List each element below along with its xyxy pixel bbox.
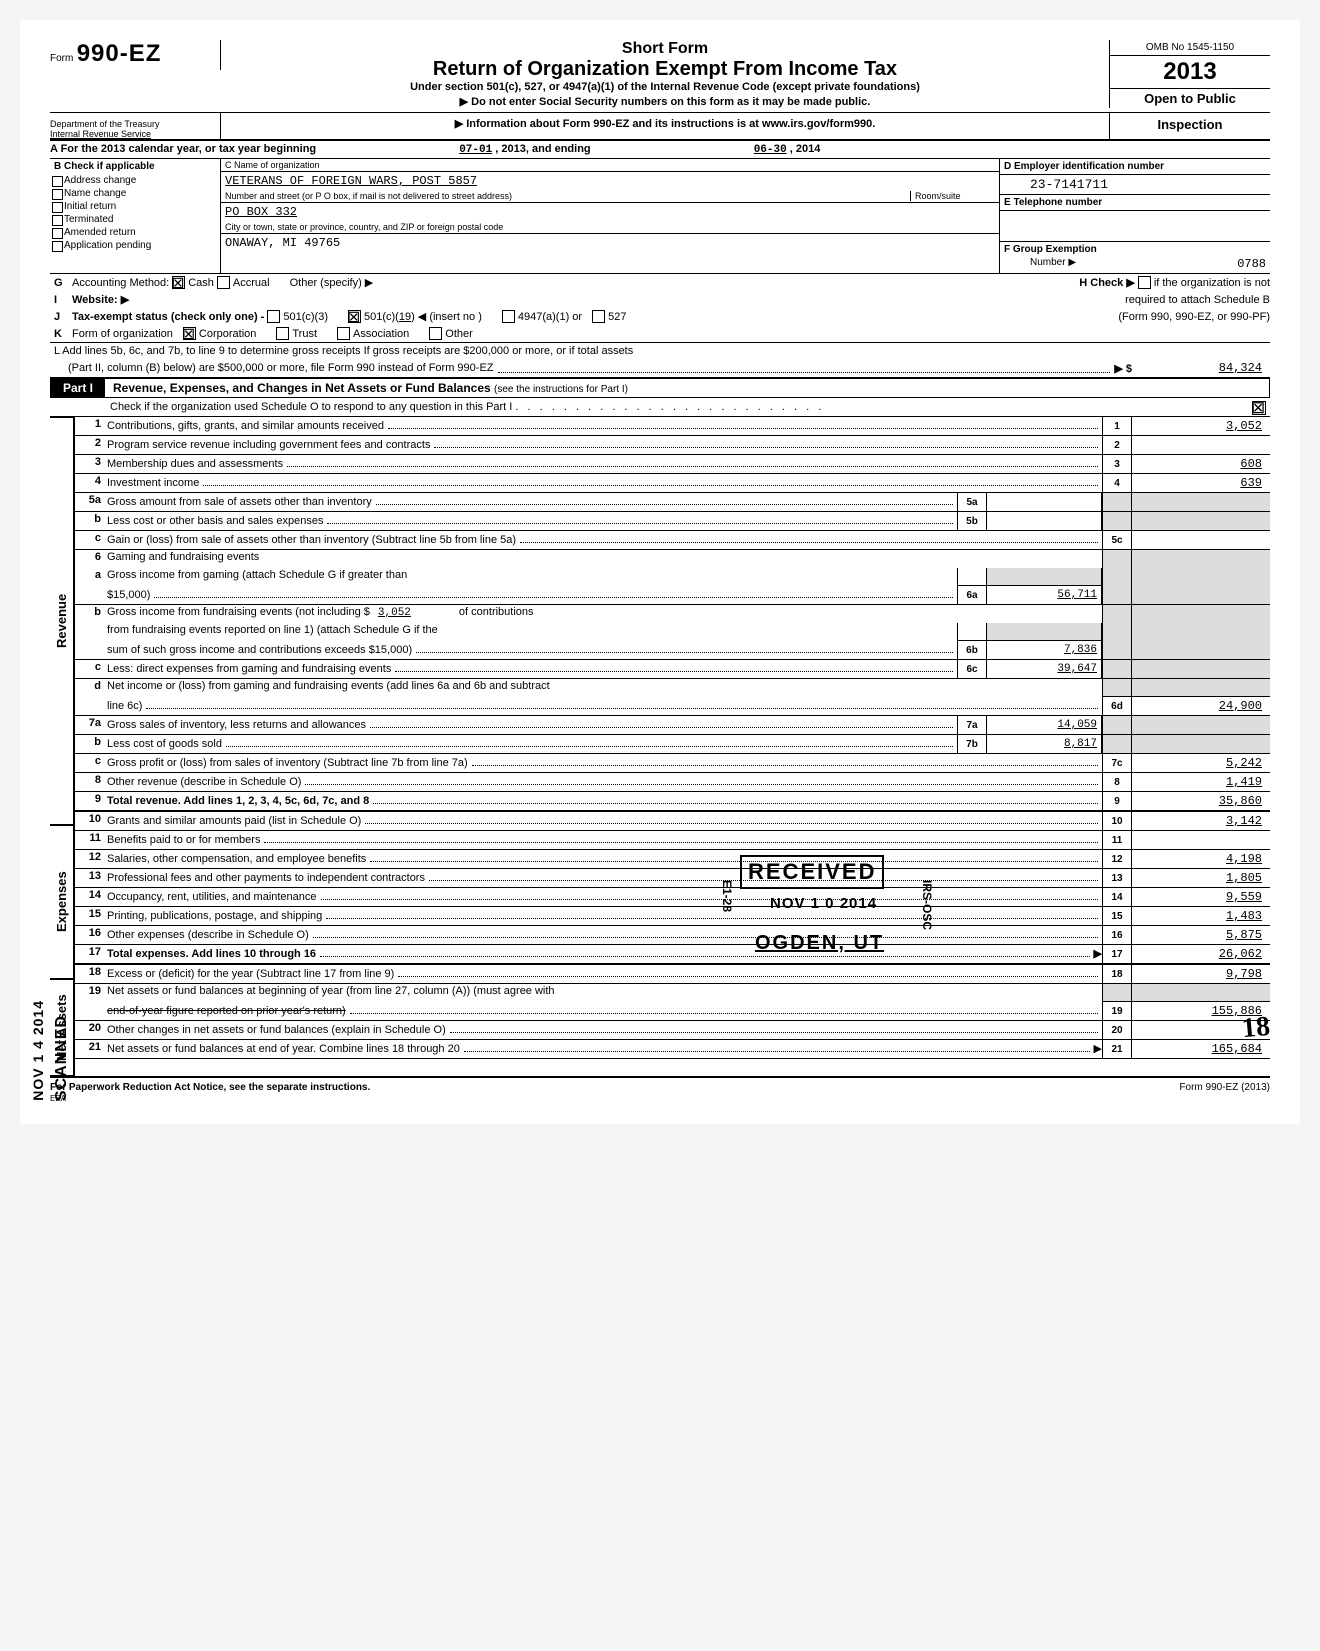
info-notice: ▶ Information about Form 990-EZ and its … [221,113,1109,139]
501c-checkbox[interactable] [348,310,361,323]
trust-checkbox[interactable] [276,327,289,340]
column-b: B Check if applicable Address change Nam… [50,159,221,273]
inspection-label: Inspection [1109,113,1270,139]
527-checkbox[interactable] [592,310,605,323]
row-17: 17 Total expenses. Add lines 10 through … [75,945,1270,965]
main-title: Return of Organization Exempt From Incom… [229,58,1101,81]
short-form-label: Short Form [229,40,1101,58]
row-12: 12 Salaries, other compensation, and emp… [75,850,1270,869]
row-9: 9 Total revenue. Add lines 1, 2, 3, 4, 5… [75,792,1270,812]
row-5a: 5a Gross amount from sale of assets othe… [75,493,1270,512]
row-6d2: line 6c) 6d 24,900 [75,697,1270,716]
row-6a: a Gross income from gaming (attach Sched… [75,568,1270,586]
row-4: 4 Investment income 4 639 [75,474,1270,493]
tax-year: 2013 [1110,56,1270,89]
check-terminated[interactable]: Terminated [50,213,220,226]
open-to-public: Open to Public [1110,89,1270,108]
bottom-stamps: NOV 1 4 2014 SCANNED [30,1000,71,1104]
row-6b: b Gross income from fundraising events (… [75,605,1270,623]
gross-receipts: 84,324 [1132,361,1270,375]
form-word: Form [50,53,73,64]
header-grid: B Check if applicable Address change Nam… [50,159,1270,274]
row-21: 21 Net assets or fund balances at end of… [75,1040,1270,1059]
row-5b: b Less cost or other basis and sales exp… [75,512,1270,531]
org-city: ONAWAY, MI 49765 [221,234,999,252]
expenses-label: Expenses [50,825,74,979]
line-k: K Form of organization Corporation Trust… [50,325,1270,343]
check-pending[interactable]: Application pending [50,239,220,252]
ein: 23-7141711 [1000,175,1270,195]
line-j: J Tax-exempt status (check only one) - 5… [50,308,1270,325]
501c3-checkbox[interactable] [267,310,280,323]
column-c: C Name of organization VETERANS OF FOREI… [221,159,1000,273]
row-11: 11 Benefits paid to or for members 11 [75,831,1270,850]
row-6b3: sum of such gross income and contributio… [75,641,1270,660]
check-initial[interactable]: Initial return [50,200,220,213]
right-box: OMB No 1545-1150 2013 Open to Public [1109,40,1270,108]
revenue-label: Revenue [50,417,74,825]
under-section: Under section 501(c), 527, or 4947(a)(1)… [229,81,1101,93]
ssn-notice: ▶ Do not enter Social Security numbers o… [229,95,1101,108]
form-header: Form 990-EZ Short Form Return of Organiz… [50,40,1270,113]
row-7a: 7a Gross sales of inventory, less return… [75,716,1270,735]
assoc-checkbox[interactable] [337,327,350,340]
schedule-o-check: Check if the organization used Schedule … [50,398,1270,417]
row-a-tax-year: A For the 2013 calendar year, or tax yea… [50,141,1270,159]
part-1-header: Part I Revenue, Expenses, and Changes in… [50,378,1270,398]
row-18: 18 Excess or (deficit) for the year (Sub… [75,965,1270,984]
corp-checkbox[interactable] [183,327,196,340]
row-15: 15 Printing, publications, postage, and … [75,907,1270,926]
line-l-2: (Part II, column (B) below) are $500,000… [50,359,1270,378]
row-10: 10 Grants and similar amounts paid (list… [75,812,1270,831]
accrual-checkbox[interactable] [217,276,230,289]
row-16: 16 Other expenses (describe in Schedule … [75,926,1270,945]
omb-number: OMB No 1545-1150 [1110,40,1270,56]
row-6a2: $15,000) 6a 56,711 [75,586,1270,605]
row-8: 8 Other revenue (describe in Schedule O)… [75,773,1270,792]
row-13: 13 Professional fees and other payments … [75,869,1270,888]
form-id-box: Form 990-EZ [50,40,221,70]
side-labels: Revenue Expenses Net Assets [50,417,74,1076]
form-number: 990-EZ [77,40,162,67]
row-14: 14 Occupancy, rent, utilities, and maint… [75,888,1270,907]
group-exemption: 0788 [1076,257,1270,273]
schedule-o-checkbox[interactable] [1252,401,1266,415]
row-20: 20 Other changes in net assets or fund b… [75,1021,1270,1040]
check-amended[interactable]: Amended return [50,226,220,239]
part-1-table: Revenue Expenses Net Assets 1 Contributi… [50,417,1270,1076]
org-address: PO BOX 332 [221,203,999,221]
dept-row: Department of the Treasury Internal Reve… [50,113,1270,141]
h-checkbox[interactable] [1138,276,1151,289]
title-block: Short Form Return of Organization Exempt… [221,40,1109,112]
other-checkbox[interactable] [429,327,442,340]
row-6c: c Less: direct expenses from gaming and … [75,660,1270,679]
line-l: L Add lines 5b, 6c, and 7b, to line 9 to… [50,343,1270,359]
check-address[interactable]: Address change [50,174,220,187]
check-name[interactable]: Name change [50,187,220,200]
telephone-blank [1000,211,1270,242]
row-7c: c Gross profit or (loss) from sales of i… [75,754,1270,773]
row-19: 19 Net assets or fund balances at beginn… [75,984,1270,1002]
row-1: 1 Contributions, gifts, grants, and simi… [75,417,1270,436]
row-7b: b Less cost of goods sold 7b 8,817 [75,735,1270,754]
cash-checkbox[interactable] [172,276,185,289]
org-name: VETERANS OF FOREIGN WARS, POST 5857 [221,172,999,190]
dept-treasury: Department of the Treasury Internal Reve… [50,113,221,139]
row-2: 2 Program service revenue including gove… [75,436,1270,455]
handwritten-18: 18 [1241,1011,1272,1045]
4947-checkbox[interactable] [502,310,515,323]
column-d: D Employer identification number 23-7141… [1000,159,1270,273]
row-6b2: from fundraising events reported on line… [75,623,1270,641]
line-i: I Website: ▶ required to attach Schedule… [50,291,1270,308]
row-3: 3 Membership dues and assessments 3 608 [75,455,1270,474]
row-5c: c Gain or (loss) from sale of assets oth… [75,531,1270,550]
table-body: 1 Contributions, gifts, grants, and simi… [74,417,1270,1076]
form-page: Form 990-EZ Short Form Return of Organiz… [20,20,1300,1124]
line-g: G Accounting Method: Cash Accrual Other … [50,274,1270,291]
page-footer: For Paperwork Reduction Act Notice, see … [50,1076,1270,1104]
row-19b: end-of-year figure reported on prior yea… [75,1002,1270,1021]
row-6: 6 Gaming and fundraising events [75,550,1270,568]
row-6d: d Net income or (loss) from gaming and f… [75,679,1270,697]
